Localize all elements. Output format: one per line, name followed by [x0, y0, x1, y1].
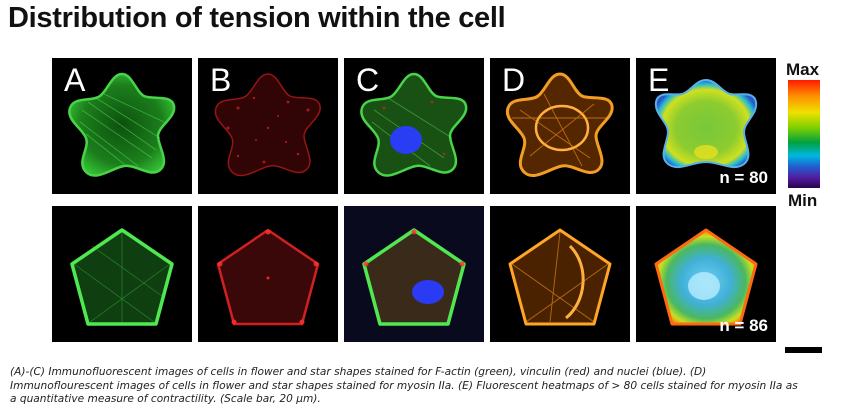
panel-e-flower-heatmap: E n = 80: [636, 58, 776, 194]
panel-c-flower: C: [344, 58, 484, 194]
figure-title: Distribution of tension within the cell: [8, 2, 506, 34]
panel-a-star: [52, 206, 192, 342]
panel-b-star: [198, 206, 338, 342]
panel-a-flower: A: [52, 58, 192, 194]
colorbar-max-label: Max: [786, 60, 820, 79]
panel-d-flower: D: [490, 58, 630, 194]
cell-count-top: n = 80: [719, 168, 768, 187]
colorbar: [788, 80, 820, 188]
panel-label-a: A: [64, 62, 86, 98]
panel-e-star-heatmap: n = 86: [636, 206, 776, 342]
scale-bar: [785, 347, 822, 353]
panel-label-e: E: [648, 62, 670, 98]
panel-c-star: [344, 206, 484, 342]
panel-label-c: C: [356, 62, 380, 98]
colorbar-min-label: Min: [788, 191, 818, 210]
figure-caption: (A)-(C) Immunofluorescent images of cell…: [10, 366, 798, 405]
cell-count-bottom: n = 86: [719, 316, 768, 335]
panel-d-star: [490, 206, 630, 342]
panel-label-b: B: [210, 62, 232, 98]
panel-b-flower: B: [198, 58, 338, 194]
panel-label-d: D: [502, 62, 526, 98]
